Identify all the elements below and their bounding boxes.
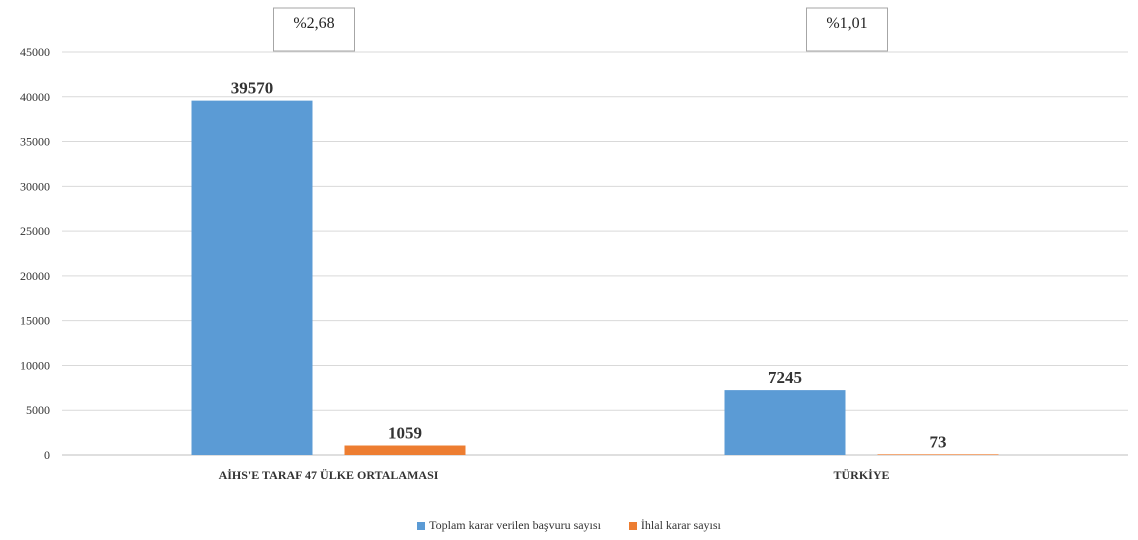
bar-total	[724, 390, 846, 455]
x-tick-label: AİHS'E TARAF 47 ÜLKE ORTALAMASI	[219, 468, 439, 482]
y-tick-label: 20000	[20, 269, 50, 283]
legend: Toplam karar verilen başvuru sayısı İhla…	[0, 518, 1138, 533]
legend-swatch-total	[417, 521, 426, 530]
y-tick-label: 10000	[20, 358, 50, 372]
annotation-label: %1,01	[826, 15, 867, 32]
data-label: 7245	[768, 368, 802, 387]
y-tick-label: 0	[44, 448, 50, 462]
x-tick-label: TÜRKİYE	[833, 468, 889, 482]
y-tick-label: 25000	[20, 224, 50, 238]
annotation-box	[806, 7, 888, 52]
legend-item-total: Toplam karar verilen başvuru sayısı	[417, 518, 601, 533]
bar-violation	[344, 445, 466, 455]
annotation-box	[273, 7, 355, 52]
data-label: 73	[930, 432, 947, 451]
y-tick-label: 5000	[26, 403, 50, 417]
data-label: 39570	[231, 79, 274, 98]
data-label: 1059	[388, 424, 422, 443]
legend-swatch-violation	[628, 521, 637, 530]
legend-label-violation: İhlal karar sayısı	[640, 518, 721, 532]
y-tick-label: 35000	[20, 135, 50, 149]
legend-item-violation: İhlal karar sayısı	[628, 518, 721, 533]
legend-label-total: Toplam karar verilen başvuru sayısı	[429, 518, 601, 532]
bar-violation	[877, 454, 999, 455]
bar-total	[191, 100, 313, 456]
y-tick-label: 40000	[20, 90, 50, 104]
annotation-label: %2,68	[293, 15, 334, 32]
y-tick-label: 30000	[20, 179, 50, 193]
y-tick-label: 45000	[20, 45, 50, 59]
y-tick-label: 15000	[20, 314, 50, 328]
bar-chart: 0 5000 10000 15000 20000 25000 30000 35000 40000…	[20, 7, 1128, 482]
